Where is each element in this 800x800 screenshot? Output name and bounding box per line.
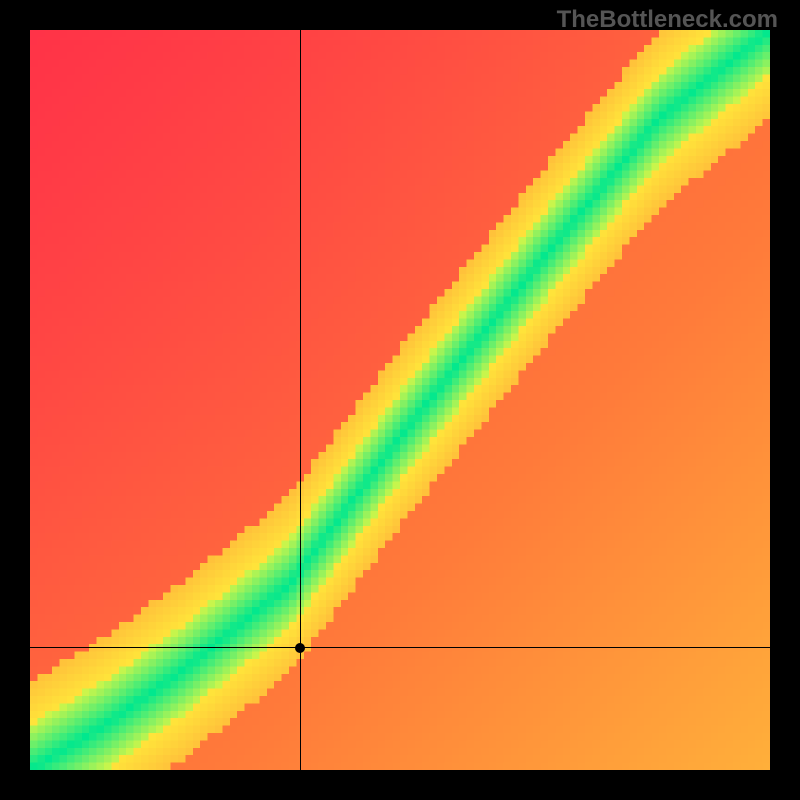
chart-container: TheBottleneck.com	[0, 0, 800, 800]
crosshair-horizontal	[30, 647, 770, 648]
heatmap-plot	[30, 30, 770, 770]
crosshair-vertical	[300, 30, 301, 770]
watermark-text: TheBottleneck.com	[557, 6, 778, 34]
marker-point	[295, 643, 305, 653]
